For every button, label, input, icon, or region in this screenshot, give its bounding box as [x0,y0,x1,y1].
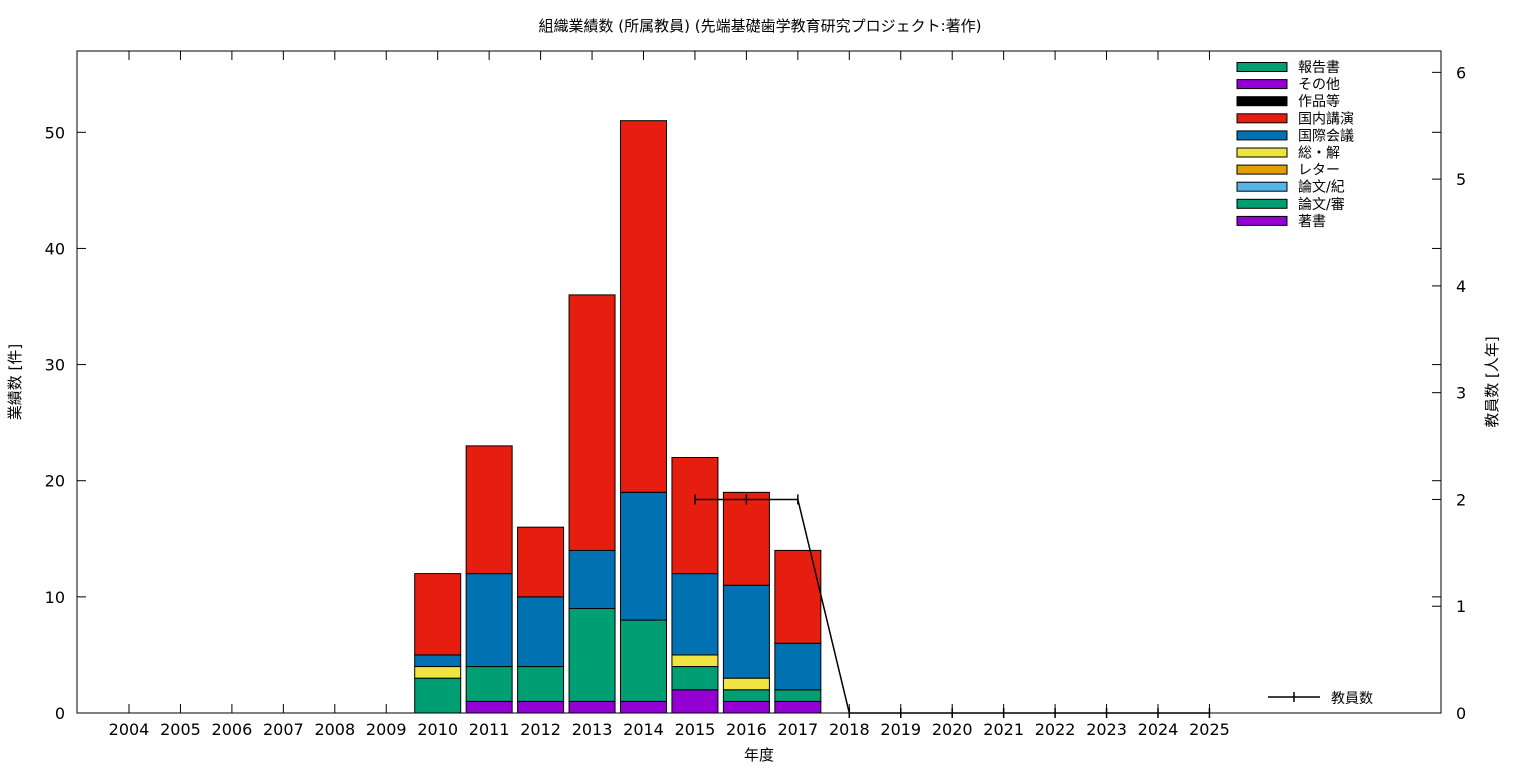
x-tick-label: 2009 [366,720,407,739]
x-tick-label: 2013 [572,720,613,739]
y-tick-label: 20 [45,472,65,491]
x-tick-label: 2010 [417,720,458,739]
bar-segment [517,596,565,668]
y2-tick-label: 5 [1456,170,1466,189]
bar-segment [671,666,719,691]
y-axis-label: 業績数 [件] [6,344,24,420]
x-tick-label: 2007 [263,720,304,739]
legend-swatch [1236,96,1288,107]
bar-segment [620,120,667,493]
bar-segment [774,689,822,702]
legend-label: レター [1298,163,1340,179]
bar-segment [568,294,616,551]
bar-segment [671,654,719,668]
x-tick-label: 2012 [520,720,561,739]
x-tick-label: 2025 [1189,720,1230,739]
line-layer [694,494,1211,718]
bar-segment [722,677,770,691]
legend-swatch [1236,113,1288,124]
y2-tick-label: 4 [1456,277,1466,296]
x-tick-label: 2011 [469,720,510,739]
x-tick-label: 2016 [726,720,767,739]
y2-tick-label: 1 [1456,597,1466,616]
bar-segment [414,654,462,668]
y2-tick-label: 3 [1456,384,1466,403]
bar-segment [671,456,719,575]
bar-segment [774,700,822,714]
x-axis-label: 年度 [744,746,774,764]
bars-layer [414,120,822,714]
bar-segment [722,491,770,586]
x-tick-label: 2008 [314,720,355,739]
x-tick-label: 2017 [777,720,818,739]
bar-segment [568,700,616,714]
x-tick-label: 2018 [829,720,870,739]
y-tick-label: 50 [45,123,65,142]
legend-swatch [1236,215,1288,226]
bar-segment [465,700,513,714]
x-tick-label: 2005 [160,720,201,739]
legend-swatch [1236,198,1288,209]
legend-label: 国際会議 [1298,127,1354,144]
bar-segment [414,666,462,679]
x-tick-label: 2024 [1138,720,1179,739]
staff-count-line [694,498,1210,714]
legend-swatch [1236,181,1288,192]
bar-segment [722,700,770,714]
x-tick-label: 2019 [880,720,921,739]
bar-segment [517,526,565,598]
bar-segment [517,666,565,702]
bar-segment [774,642,822,691]
chart-title: 組織業績数 (所属教員) (先端基礎歯学教育研究プロジェクト:著作) [538,17,981,35]
y-tick-label: 30 [45,356,65,375]
x-tick-label: 2022 [1035,720,1076,739]
bar-segment [414,573,462,656]
bar-segment [568,549,616,609]
labels-layer: 0 10 20 30 40 50 0 1 2 3 4 5 6 2004 2005 2006 2007 2008 20… [45,63,1467,739]
bar-segment [620,619,667,702]
legend-label: その他 [1298,77,1340,93]
y-tick-label: 10 [45,588,65,607]
bar-segment [620,700,667,714]
x-tick-label: 2015 [675,720,716,739]
bar-segment [568,607,616,702]
y2-axis-label: 教員数 [人年] [1483,336,1501,427]
legend-swatch [1236,79,1288,90]
x-tick-label: 2004 [109,720,150,739]
x-tick-label: 2023 [1086,720,1127,739]
x-tick-label: 2006 [212,720,253,739]
legend-swatch [1236,130,1288,141]
y2-tick-label: 2 [1456,490,1466,509]
legend-label: 論文/紀 [1298,180,1345,196]
legend-label: 総・解 [1298,146,1340,162]
y-tick-label: 40 [45,239,65,258]
legend-label: 国内講演 [1298,111,1354,127]
legend-swatch [1236,62,1288,72]
y-tick-label: 0 [55,704,65,723]
x-tick-label: 2014 [623,720,664,739]
bar-segment [465,573,513,668]
bar-segment [465,445,513,575]
legend-line-label: 教員数 [1331,691,1373,707]
bar-segment [722,689,770,702]
bar-segment [620,491,667,621]
legend-label: 報告書 [1298,60,1340,76]
bar-segment [517,700,565,714]
legend-swatch [1236,147,1288,158]
y2-tick-label: 6 [1456,63,1466,82]
x-tick-label: 2020 [932,720,973,739]
bar-segment [414,677,462,714]
bar-segment [722,584,770,679]
bar-segment [671,573,719,656]
x-tick-label: 2021 [983,720,1024,739]
legend-label: 論文/審 [1298,197,1345,213]
bar-segment [465,666,513,702]
legend-label: 著書 [1298,214,1326,230]
legend-label: 作品等 [1298,93,1340,110]
legend-swatch [1236,164,1288,175]
y2-tick-label: 0 [1456,704,1466,723]
bar-segment [671,689,719,714]
